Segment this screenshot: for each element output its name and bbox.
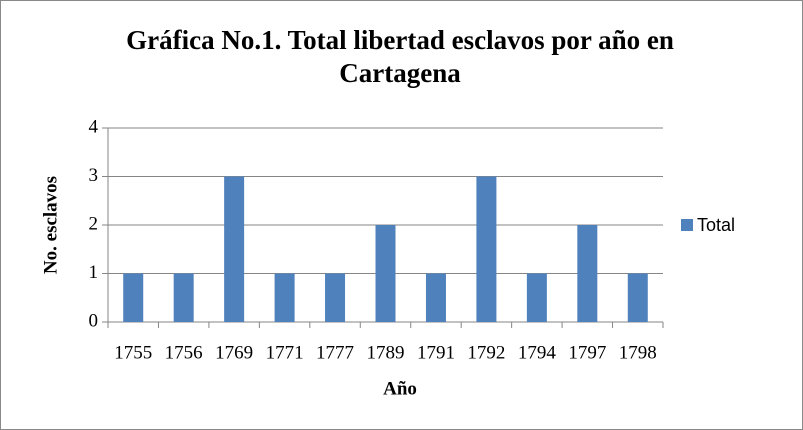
legend-swatch	[681, 219, 693, 231]
y-tick-label: 3	[89, 165, 99, 186]
bar	[425, 273, 446, 322]
bar	[123, 273, 144, 322]
bar	[325, 273, 346, 322]
bar	[274, 273, 295, 322]
y-tick-label: 0	[89, 310, 99, 331]
y-tick-label: 1	[89, 262, 99, 283]
x-tick-label: 1797	[568, 342, 606, 363]
x-tick-label: 1769	[215, 342, 253, 363]
bar	[476, 176, 497, 322]
bar	[526, 273, 547, 322]
x-tick-label: 1791	[417, 342, 455, 363]
x-tick-label: 1789	[367, 342, 405, 363]
x-tick-label: 1755	[114, 342, 152, 363]
bar	[224, 176, 245, 322]
bar	[627, 273, 648, 322]
bar	[375, 225, 396, 322]
x-axis-label: Año	[383, 378, 417, 399]
bar	[577, 225, 598, 322]
legend-label: Total	[697, 215, 736, 235]
x-tick-label: 1794	[518, 342, 557, 363]
y-axis-label: No. esclavos	[40, 176, 61, 274]
x-tick-label: 1771	[266, 342, 304, 363]
x-tick-label: 1756	[165, 342, 203, 363]
y-tick-label: 4	[89, 116, 99, 137]
x-tick-label: 1777	[316, 342, 354, 363]
x-tick-label: 1792	[467, 342, 505, 363]
legend: Total	[681, 213, 737, 237]
bar	[173, 273, 194, 322]
y-tick-label: 2	[89, 213, 99, 234]
x-tick-label: 1798	[619, 342, 657, 363]
chart-title: Gráfica No.1. Total libertad esclavos po…	[126, 25, 674, 88]
